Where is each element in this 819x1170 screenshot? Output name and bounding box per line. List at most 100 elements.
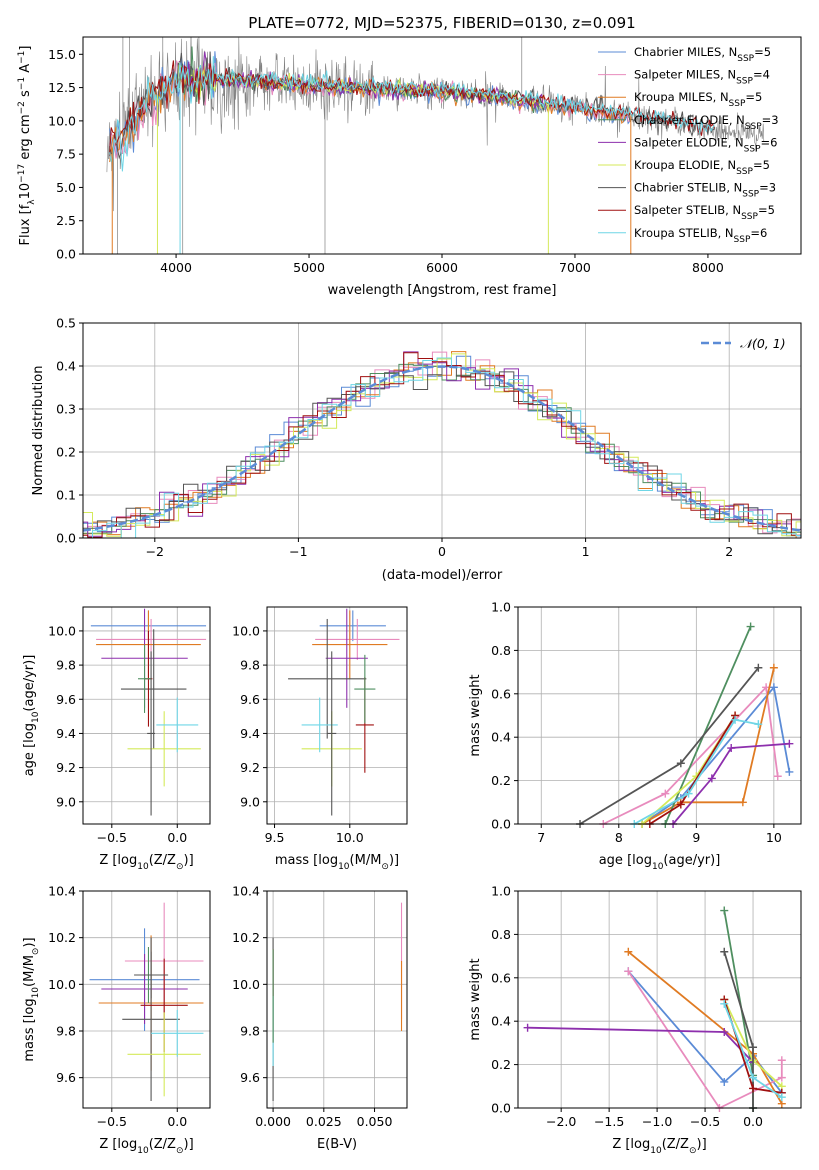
legend-label: Salpeter STELIB, NSSP=5 (634, 203, 775, 222)
weight-point-marker (624, 967, 633, 976)
y-tick-label: 10.0 (232, 623, 260, 638)
y-tick-label: 0.2 (491, 773, 511, 788)
legend-label-part: Chabrier STELIB, N (634, 181, 742, 195)
x-axis-label-part: ⊙ (176, 1146, 184, 1156)
y-axis-label-part: (age/yr)] (22, 655, 37, 712)
weight-vs-metallicity-panel: −2.0 −1.5 −1.0 −0.5 0.0 0.0 0.2 0.4 0.6 0.8 1.0 Z [… (468, 884, 802, 1156)
errorbar-point-chabrier-stelib (147, 651, 156, 816)
axes-frame (517, 890, 802, 1109)
y-axis-label-part: ⊙ (31, 948, 41, 956)
x-axis-label-part: (age/yr)] (663, 853, 720, 868)
histogram-kroupa-stelib (92, 357, 801, 538)
y-axis-label-part: (M/M (22, 955, 37, 987)
weight-series-salpeter-elodie (672, 742, 790, 825)
y-tick-label: 9.2 (56, 760, 76, 775)
legend-label-part: Kroupa MILES, N (634, 90, 729, 104)
y-tick-label: 9.2 (240, 760, 260, 775)
x-tick-label: 1 (582, 544, 590, 559)
x-axis-label-part: 10 (137, 1146, 149, 1156)
y-tick-label: 0.2 (491, 1057, 511, 1072)
x-axis-label: E(B-V) (317, 1137, 357, 1152)
legend-label: Kroupa MILES, NSSP=5 (634, 90, 762, 109)
weight-point-marker (754, 720, 763, 729)
legend-label-part: Chabrier MILES, N (634, 45, 737, 59)
x-axis-label-part: Z [log (612, 1137, 650, 1152)
weight-point-marker (720, 947, 729, 956)
y-tick-label: 0.4 (56, 359, 76, 374)
y-axis-label-part: −1 (17, 51, 27, 64)
weight-point-marker (624, 947, 633, 956)
errorbar-point-salpeter-miles (315, 618, 400, 660)
legend-label: Chabrier MILES, NSSP=5 (634, 45, 771, 64)
errorbar-point-kroupa-elodie (127, 1012, 201, 1097)
x-tick-label: −2.0 (546, 1114, 576, 1129)
x-tick-label: 9.5 (265, 830, 285, 845)
errorbar-point-kroupa-elodie (127, 711, 201, 787)
legend-label-part: Salpeter STELIB, N (634, 203, 741, 217)
x-tick-label: 10.0 (336, 830, 364, 845)
errorbar-point-chabrier-stelib (327, 651, 337, 816)
x-axis-label-part: (Z/Z (662, 1137, 689, 1152)
legend-label-part: SSP (745, 122, 762, 132)
x-tick-label: 7 (537, 830, 545, 845)
y-tick-label: 12.5 (48, 80, 76, 95)
weight-point-marker (523, 1023, 532, 1032)
weight-point-marker (727, 744, 736, 753)
y-axis-label: mass weight (468, 674, 483, 756)
y-tick-label: 0.0 (491, 817, 511, 832)
legend-label-part: =5 (754, 45, 771, 59)
x-axis-label-part: ⊙ (176, 862, 184, 872)
x-axis-label-part: E(B-V) (317, 1137, 357, 1152)
legend-label: Chabrier ELODIE, NSSP=3 (634, 113, 779, 132)
weight-point-marker (661, 789, 670, 798)
x-tick-label: 0.050 (357, 1114, 393, 1129)
legend-label-part: SSP (741, 212, 758, 222)
error-bars (272, 902, 403, 1101)
x-axis-label-part: ⊙ (689, 1146, 697, 1156)
axes-frame (82, 890, 211, 1109)
y-tick-label: 10.0 (48, 623, 76, 638)
y-tick-label: 0.2 (56, 445, 76, 460)
y-axis-label: Normed distribution (31, 366, 46, 496)
legend-label-part: Salpeter MILES, N (634, 68, 736, 82)
legend-label-part: =5 (745, 90, 762, 104)
x-tick-label: −1 (289, 544, 307, 559)
y-tick-label: 0.4 (491, 730, 511, 745)
y-tick-label: 9.8 (56, 1024, 76, 1039)
x-axis-label-part: )] (697, 1137, 707, 1152)
x-tick-label: 4000 (160, 260, 192, 275)
errorbar-point-chabrier-stelib (288, 618, 367, 739)
legend-label: Kroupa ELODIE, NSSP=5 (634, 158, 770, 177)
y-axis-label-part: −1 (17, 77, 27, 90)
weight-lines (576, 622, 794, 828)
x-axis-label-part: age [log (599, 853, 652, 868)
x-tick-label: 5000 (293, 260, 325, 275)
errorbar-point-chabrier-elodie (137, 644, 152, 713)
errorbar-point-kroupa-stelib (156, 697, 199, 753)
weight-point-marker (749, 1043, 758, 1052)
y-tick-label: 1.0 (491, 884, 511, 899)
x-axis-label: (data-model)/error (382, 568, 503, 583)
axes-frame (82, 606, 211, 825)
y-tick-label: 0.1 (56, 488, 76, 503)
model-spectrum-kroupa-miles (109, 65, 631, 163)
spectrum-panel: 4000 5000 6000 7000 8000 0.0 2.5 5.0 7.5 10.0 12.5… (17, 14, 802, 298)
weight-series-kroupa-stelib (633, 718, 759, 825)
weight-point-marker (746, 622, 755, 631)
y-axis-label-part: erg cm (18, 114, 33, 163)
x-axis-label-part: 10 (652, 862, 664, 872)
weight-point-marker (785, 767, 794, 776)
x-axis-label-part: ⊙ (381, 862, 389, 872)
legend-label-part: =3 (762, 113, 779, 127)
y-tick-label: 9.8 (240, 658, 260, 673)
legend-label-part: Salpeter ELODIE, N (634, 135, 744, 149)
legend-label: Kroupa STELIB, NSSP=6 (634, 226, 767, 245)
weight-point-marker (777, 1093, 786, 1102)
weight-point-marker (754, 663, 763, 672)
y-tick-label: 10.2 (48, 930, 76, 945)
y-tick-label: 7.5 (56, 147, 76, 162)
axes-frame (266, 606, 408, 825)
error-bars (288, 608, 400, 816)
axes-frame (517, 606, 802, 825)
